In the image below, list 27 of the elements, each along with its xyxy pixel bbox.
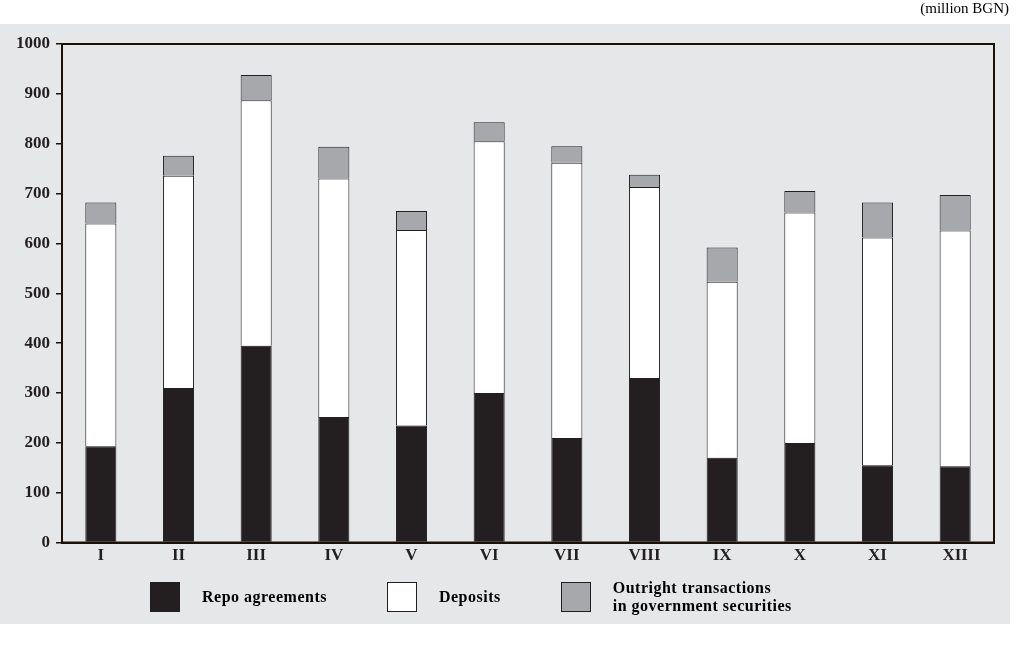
y-tick-label: 0 [41,531,50,551]
x-tick-label: X [793,545,807,565]
x-tick-label: II [171,545,186,565]
x-tick-label: VI [479,545,499,565]
x-tick-label: III [246,545,267,565]
x-tick-label: IV [324,545,344,565]
x-tick-label: VIII [628,545,661,565]
y-tick-label: 400 [24,332,50,352]
y-tick-label: 600 [24,232,50,252]
legend-label: Deposits [438,588,501,606]
y-tick-label: 300 [24,382,50,402]
y-tick-label: 100 [24,482,50,502]
x-tick-label: XI [868,545,888,565]
y-tick-label: 800 [24,133,50,153]
chart-subtitle: (million BGN) [920,0,1009,17]
x-tick-label: VII [554,545,580,565]
x-tick-label: XII [942,545,969,565]
y-tick-label: 900 [24,83,50,103]
legend-label: Repo agreements [202,588,327,606]
y-tick-label: 200 [24,432,50,452]
y-tick-label: 1000 [16,33,50,53]
x-tick-label: V [405,545,419,565]
x-tick-label: I [97,545,105,565]
legend-label: Outright transactions in government securities [612,579,792,615]
x-tick-label: IX [712,545,733,565]
y-tick-label: 500 [24,282,50,302]
y-tick-label: 700 [24,182,50,202]
